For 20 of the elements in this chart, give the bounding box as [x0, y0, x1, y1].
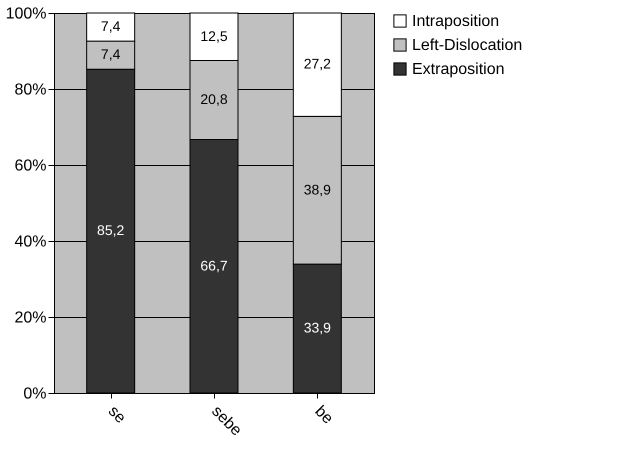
x-tick-label: se [104, 402, 129, 427]
y-tick-label: 60% [14, 158, 46, 174]
data-label: 27,2 [304, 56, 332, 72]
data-label: 66,7 [200, 257, 228, 274]
y-tick-label: 0% [23, 386, 46, 402]
legend-label: Intraposition [412, 13, 500, 30]
x-tick-label: be [311, 402, 336, 428]
legend-label: Left-Dislocation [412, 37, 522, 54]
data-label: 12,5 [200, 28, 228, 44]
data-label: 38,9 [304, 181, 332, 198]
y-tick-label: 80% [14, 82, 46, 98]
data-label: 20,8 [200, 91, 228, 108]
y-tick-label: 100% [6, 6, 46, 22]
data-label: 33,9 [304, 320, 332, 336]
data-label: 7,4 [100, 18, 121, 34]
y-tick-label: 20% [14, 310, 46, 326]
y-tick-label: 40% [14, 234, 46, 250]
data-label: 7,4 [100, 46, 121, 62]
data-label: 85,2 [97, 222, 125, 238]
legend-label: Extraposition [412, 61, 504, 78]
